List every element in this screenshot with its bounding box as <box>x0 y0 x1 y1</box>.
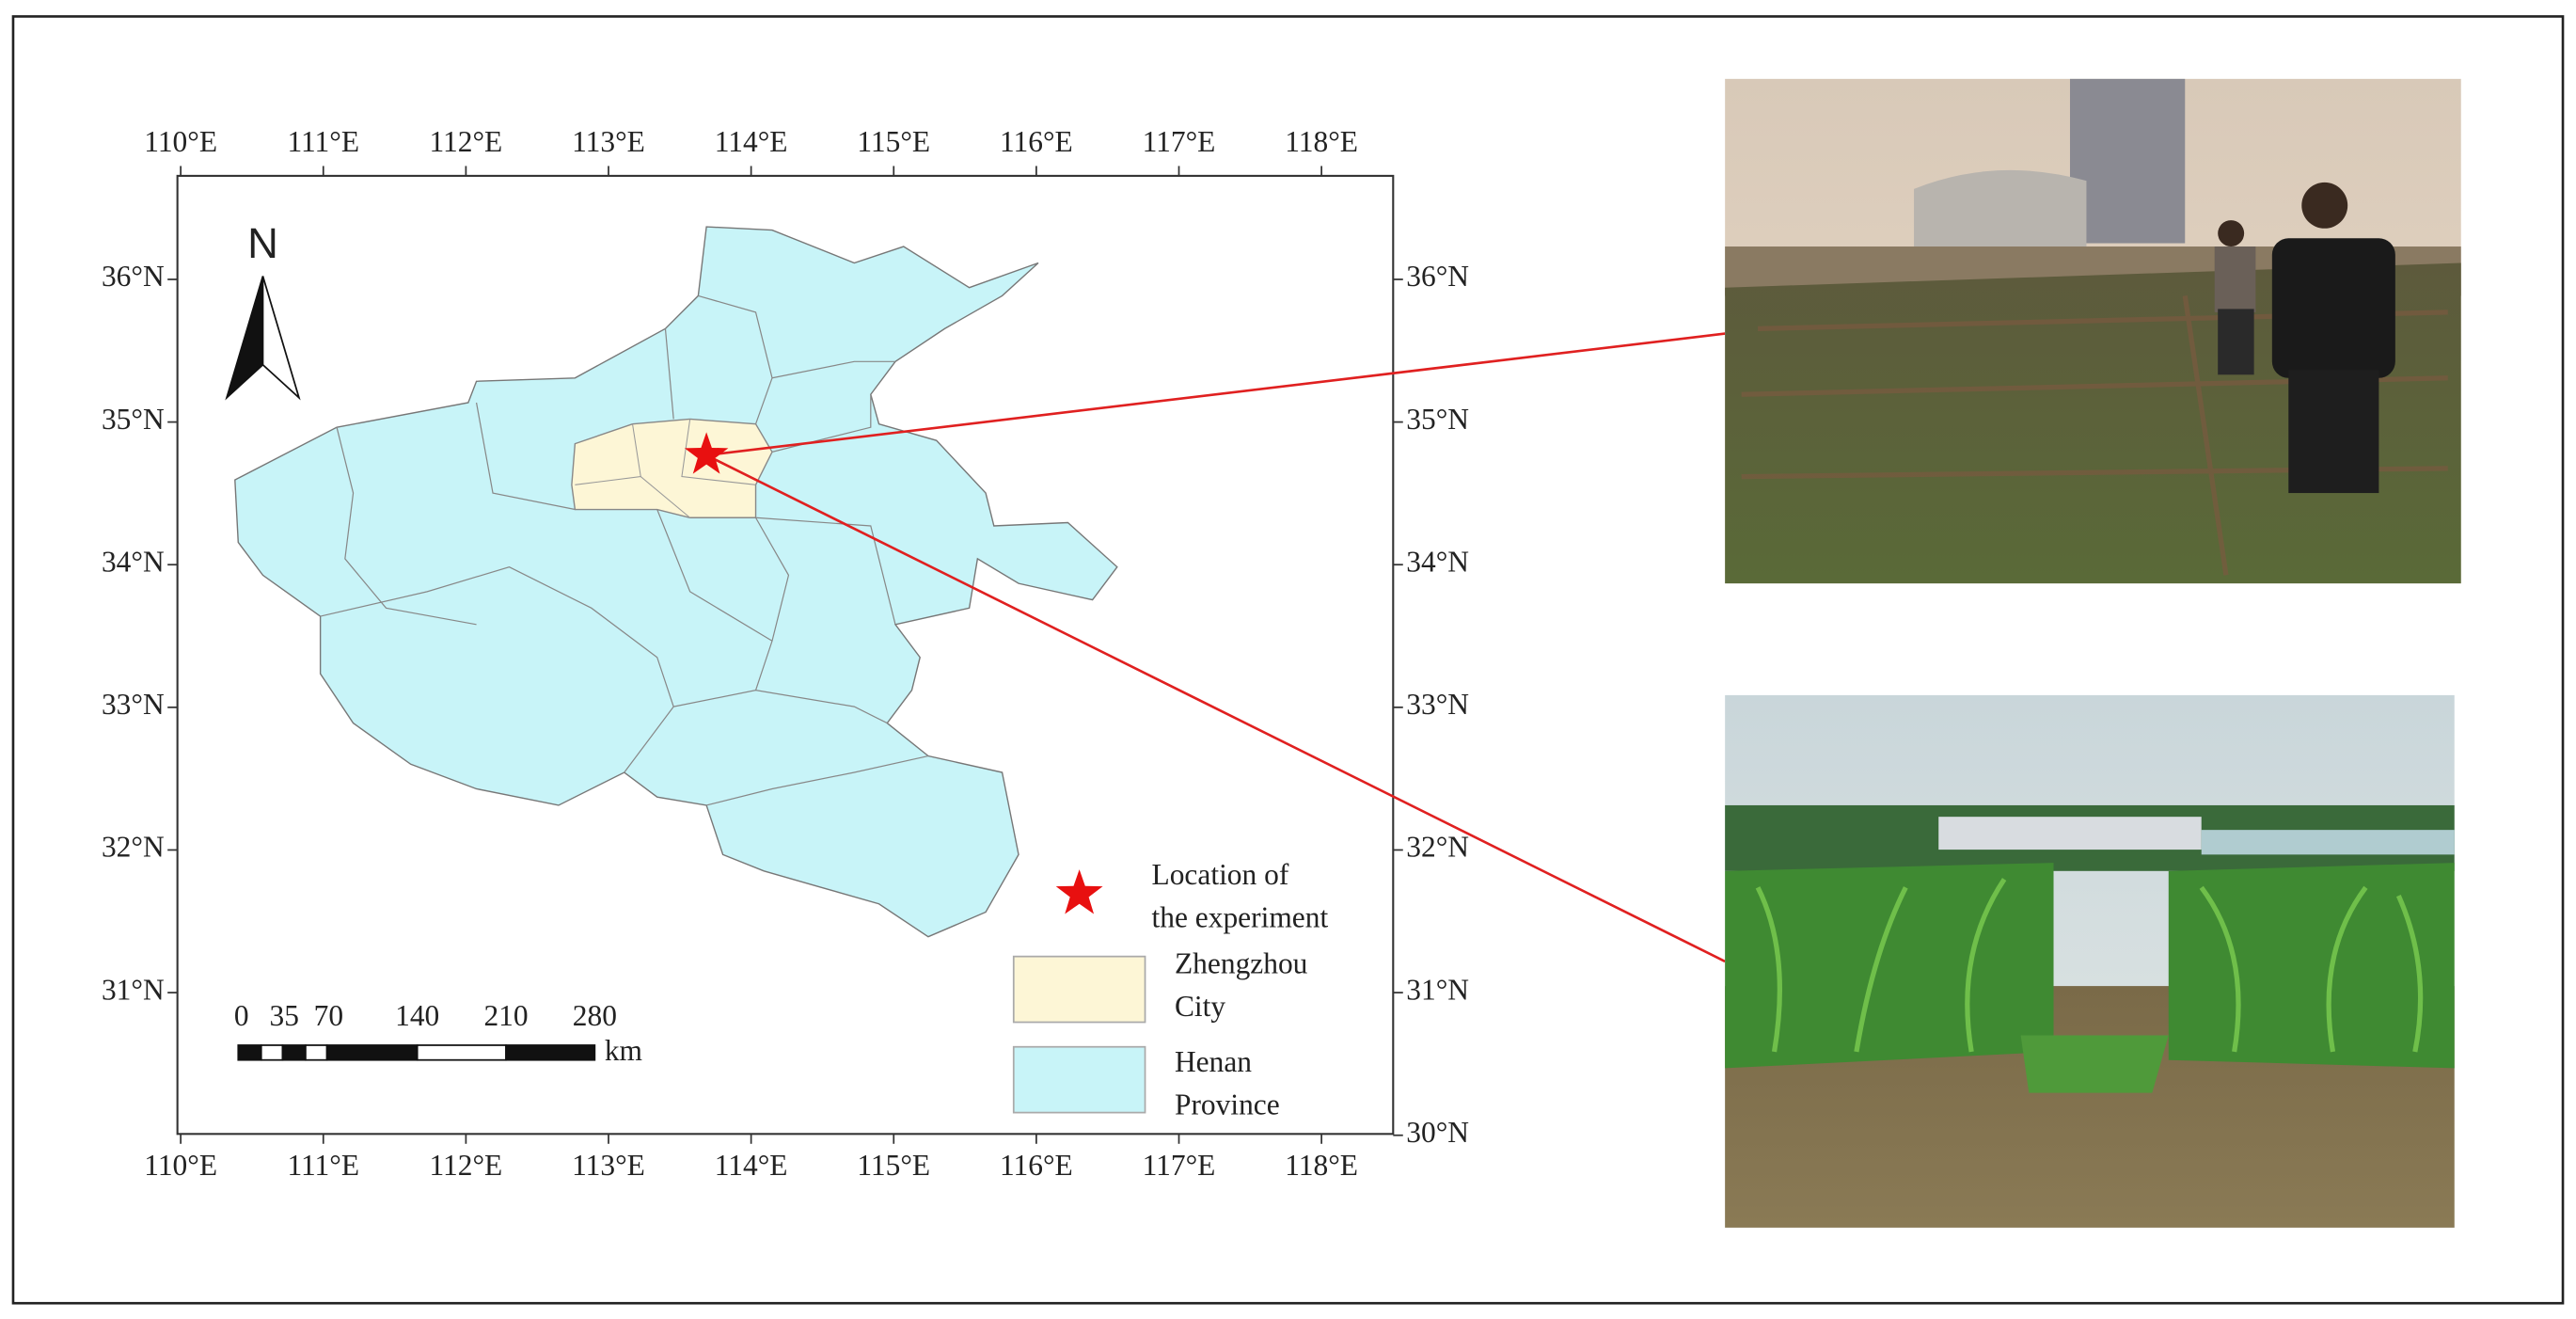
top-axis-label: 118°E <box>1285 125 1358 158</box>
scale-label: 210 <box>483 999 528 1032</box>
north-arrow <box>261 276 301 401</box>
bottom-axis-label: 117°E <box>1143 1149 1216 1182</box>
scale-label: 140 <box>395 999 439 1032</box>
top-axis-label: 117°E <box>1143 125 1216 158</box>
top-axis-label: 113°E <box>572 125 645 158</box>
top-axis-label: 114°E <box>715 125 788 158</box>
legend-swatch <box>1012 955 1146 1024</box>
bottom-axis-label: 110°E <box>144 1149 217 1182</box>
bottom-axis-label: 113°E <box>572 1149 645 1182</box>
outer-frame <box>11 15 2565 1305</box>
henan-province <box>234 226 1118 938</box>
connector-line <box>705 332 1726 457</box>
left-axis-label: 35°N <box>102 403 165 436</box>
zhengzhou-city <box>571 418 773 518</box>
right-axis-label: 32°N <box>1406 831 1469 864</box>
left-axis-label: 34°N <box>102 545 165 578</box>
scale-bar <box>237 1044 596 1061</box>
top-axis-label: 111°E <box>287 125 359 158</box>
bottom-axis-label: 118°E <box>1285 1149 1358 1182</box>
bottom-axis-label: 112°E <box>430 1149 503 1182</box>
photo-field-soil <box>1725 78 2461 584</box>
bottom-axis-label: 116°E <box>1000 1149 1073 1182</box>
bottom-axis-label: 111°E <box>287 1149 359 1182</box>
right-axis-label: 31°N <box>1406 973 1469 1006</box>
top-axis-label: 110°E <box>144 125 217 158</box>
right-axis-label: 36°N <box>1406 260 1469 293</box>
legend-label: the experiment <box>1152 900 1329 933</box>
legend-star <box>1055 869 1103 914</box>
scale-label: 280 <box>573 999 617 1032</box>
right-axis-label: 33°N <box>1406 688 1469 721</box>
legend-label: City <box>1175 990 1225 1023</box>
legend-swatch <box>1012 1045 1146 1114</box>
right-axis-label: 35°N <box>1406 403 1469 436</box>
bottom-axis-label: 114°E <box>715 1149 788 1182</box>
bottom-axis-label: 115°E <box>857 1149 930 1182</box>
zhengzhou-districts <box>575 419 756 518</box>
scale-label: 0 <box>234 999 249 1032</box>
connector-line <box>705 453 1726 963</box>
legend-label: Zhengzhou <box>1175 946 1308 979</box>
scale-label: 70 <box>314 999 343 1032</box>
right-axis-label: 34°N <box>1406 545 1469 578</box>
legend-label: Location of <box>1152 858 1289 891</box>
top-axis-label: 116°E <box>1000 125 1073 158</box>
top-axis-label: 115°E <box>857 125 930 158</box>
legend-label: Province <box>1175 1089 1280 1121</box>
scale-unit: km <box>605 1034 642 1067</box>
north-label: N <box>247 219 278 267</box>
left-axis-label: 31°N <box>102 973 165 1006</box>
scale-label: 35 <box>269 999 298 1032</box>
top-axis-label: 112°E <box>430 125 503 158</box>
experiment-star <box>684 432 729 474</box>
left-axis-label: 32°N <box>102 831 165 864</box>
right-axis-label: 30°N <box>1406 1116 1469 1149</box>
legend-label: Henan <box>1175 1045 1252 1078</box>
left-axis-label: 33°N <box>102 688 165 721</box>
photo-maize-field <box>1725 694 2455 1228</box>
left-axis-label: 36°N <box>102 260 165 293</box>
